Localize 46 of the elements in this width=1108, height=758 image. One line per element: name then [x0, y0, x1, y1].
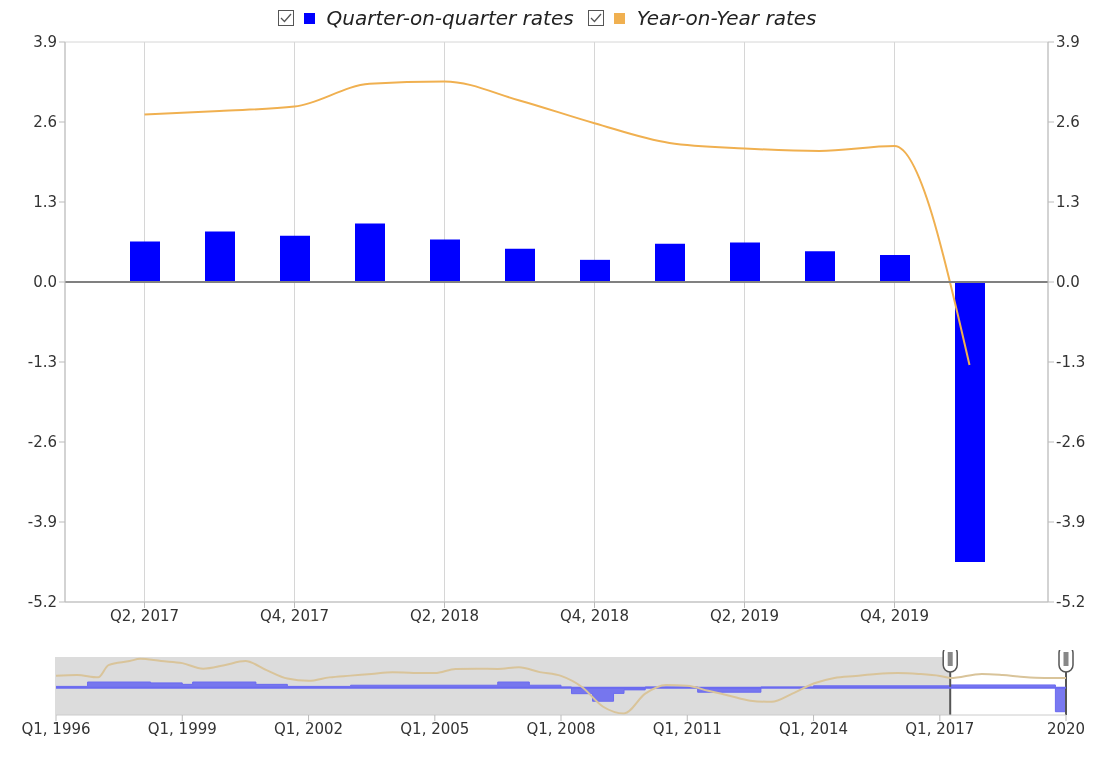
x-tick-label: Q2, 2018: [409, 606, 480, 625]
x-tick-label: Q2, 2017: [109, 606, 180, 625]
bar: [730, 242, 760, 282]
x-tick-label: Q1, 1999: [147, 719, 217, 738]
y2-tick-label: 1.3: [1056, 193, 1080, 212]
y2-tick-label: -3.9: [1056, 513, 1086, 532]
y-tick-label: -5.2: [27, 593, 57, 612]
x-tick-label: Q4, 2019: [859, 606, 930, 625]
y2-tick-label: 2.6: [1056, 113, 1080, 132]
y-tick-label: -2.6: [27, 433, 57, 452]
bar: [655, 243, 685, 282]
bar: [955, 282, 985, 562]
y-tick-label: 2.6: [33, 113, 57, 132]
y2-tick-label: -2.6: [1056, 433, 1086, 452]
bar: [880, 254, 910, 282]
x-tick-label: Q2, 2019: [709, 606, 780, 625]
x-tick-label: Q1, 2011: [652, 719, 722, 738]
x-tick-label: Q1, 1996: [21, 719, 91, 738]
y-tick-label: 0.0: [33, 273, 57, 292]
y-tick-label: 3.9: [33, 33, 57, 52]
legend-label: Quarter-on-quarter rates: [326, 6, 574, 30]
x-tick-label: Q4, 2018: [559, 606, 630, 625]
legend-label: Year-on-Year rates: [636, 6, 817, 30]
y2-tick-label: -5.2: [1056, 593, 1086, 612]
x-tick-label: Q1, 2005: [400, 719, 470, 738]
line-series: [143, 80, 971, 367]
y2-tick-label: -1.3: [1056, 353, 1086, 372]
x-tick-label: Q1, 2017: [905, 719, 975, 738]
bar: [430, 239, 460, 282]
bar: [130, 241, 160, 282]
y-tick-label: -3.9: [27, 513, 57, 532]
x-tick-label: Q4, 2017: [259, 606, 330, 625]
x-tick-label: 2020: [1046, 719, 1086, 738]
y2-tick-label: 0.0: [1056, 273, 1080, 292]
y2-tick-label: 3.9: [1056, 33, 1080, 52]
bar: [805, 251, 835, 282]
bar: [355, 223, 385, 282]
x-tick-label: Q1, 2008: [526, 719, 596, 738]
x-tick-label: Q1, 2002: [274, 719, 344, 738]
y-tick-label: 1.3: [33, 193, 57, 212]
bar: [505, 248, 535, 282]
bar: [205, 231, 235, 282]
bar: [280, 235, 310, 282]
x-tick-label: Q1, 2014: [779, 719, 849, 738]
bar: [580, 259, 610, 282]
y-tick-label: -1.3: [27, 353, 57, 372]
